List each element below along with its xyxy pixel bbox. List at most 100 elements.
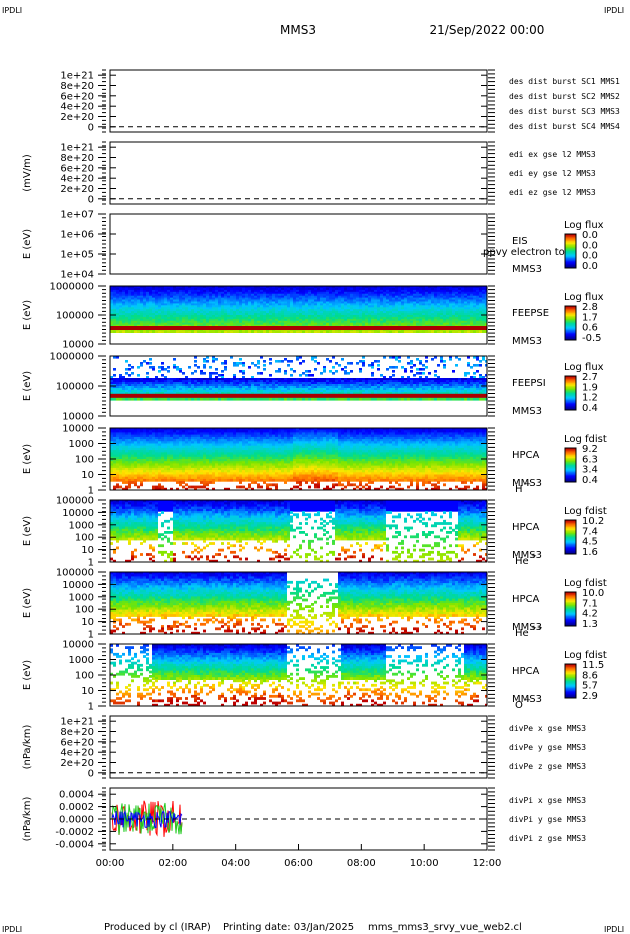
heatmap-cell (356, 388, 359, 391)
heatmap-cell (290, 297, 293, 301)
heatmap-cell (434, 297, 437, 301)
heatmap-cell (161, 362, 164, 365)
heatmap-cell (335, 380, 338, 383)
heatmap-cell (110, 287, 113, 291)
heatmap-cell (356, 303, 359, 306)
heatmap-cell (320, 311, 323, 314)
heatmap-cell (164, 384, 167, 387)
heatmap-cell (203, 313, 206, 316)
heatmap-cell (329, 398, 332, 401)
heatmap-cell (425, 324, 428, 328)
heatmap-cell (332, 311, 335, 314)
heatmap-cell (326, 393, 329, 398)
heatmap-cell (110, 301, 113, 304)
heatmap-cell (473, 307, 476, 310)
heatmap-cell (293, 322, 296, 326)
heatmap-cell (215, 303, 218, 306)
heatmap-cell (239, 322, 242, 326)
heatmap-cell (332, 398, 335, 401)
heatmap-cell (149, 390, 152, 393)
heatmap-cell (200, 286, 203, 289)
heatmap-cell (275, 380, 278, 383)
heatmap-cell (446, 313, 449, 316)
heatmap-cell (218, 297, 221, 301)
heatmap-cell (227, 386, 230, 389)
heatmap-cell (314, 384, 317, 387)
heatmap-cell (242, 372, 245, 375)
heatmap-cell (374, 286, 377, 289)
heatmap-cell (113, 384, 116, 387)
heatmap-cell (149, 362, 152, 365)
heatmap-cell (296, 330, 299, 333)
heatmap-cell (260, 324, 263, 328)
heatmap-cell (431, 297, 434, 301)
heatmap-cell (353, 295, 356, 299)
heatmap-cell (464, 295, 467, 299)
heatmap-cell (308, 393, 311, 398)
heatmap-cell (152, 388, 155, 391)
heatmap-cell (467, 315, 470, 318)
heatmap-cell (119, 384, 122, 387)
heatmap-cell (149, 303, 152, 306)
heatmap-cell (455, 289, 458, 293)
heatmap-cell (119, 324, 122, 328)
heatmap-cell (428, 398, 431, 401)
heatmap-cell (440, 299, 443, 302)
heatmap-cell (122, 307, 125, 310)
heatmap-cell (131, 307, 134, 310)
heatmap-cell (122, 305, 125, 308)
heatmap-cell (290, 307, 293, 310)
colorbar-step (565, 238, 576, 241)
heatmap-cell (188, 293, 191, 297)
heatmap-cell (422, 293, 425, 297)
heatmap-cell (245, 289, 248, 293)
heatmap-cell (476, 322, 479, 326)
heatmap-cell (299, 311, 302, 314)
heatmap-cell (218, 287, 221, 291)
heatmap-cell (170, 303, 173, 306)
heatmap-cell (395, 392, 398, 395)
heatmap-cell (116, 322, 119, 326)
colorbar-step (565, 325, 576, 328)
heatmap-cell (392, 316, 395, 320)
heatmap-cell (311, 358, 314, 361)
heatmap-cell (287, 324, 290, 328)
heatmap-cell (242, 326, 245, 330)
heatmap-cell (410, 315, 413, 318)
colorbar-step (565, 248, 576, 251)
heatmap-cell (410, 287, 413, 291)
heatmap-cell (266, 326, 269, 330)
heatmap-cell (134, 318, 137, 322)
heatmap-cell (455, 311, 458, 314)
heatmap-cell (425, 366, 428, 369)
heatmap-cell (119, 307, 122, 310)
heatmap-cell (281, 315, 284, 318)
heatmap-cell (152, 366, 155, 369)
heatmap-cell (428, 316, 431, 320)
heatmap-cell (191, 398, 194, 401)
heatmap-cell (140, 318, 143, 322)
heatmap-cell (266, 286, 269, 289)
heatmap-cell (224, 324, 227, 328)
heatmap-cell (404, 295, 407, 299)
heatmap-cell (194, 287, 197, 291)
heatmap-cell (431, 326, 434, 330)
heatmap-cell (167, 398, 170, 401)
heatmap-cell (419, 384, 422, 387)
heatmap-cell (389, 299, 392, 302)
heatmap-cell (482, 287, 485, 291)
heatmap-cell (296, 322, 299, 326)
heatmap-cell (233, 293, 236, 297)
heatmap-cell (149, 384, 152, 387)
heatmap-cell (338, 393, 341, 398)
heatmap-cell (278, 360, 281, 363)
heatmap-cell (383, 311, 386, 314)
heatmap-cell (413, 386, 416, 389)
heatmap-cell (272, 386, 275, 389)
heatmap-cell (290, 316, 293, 320)
heatmap-cell (152, 316, 155, 320)
heatmap-cell (410, 307, 413, 310)
heatmap-cell (431, 295, 434, 299)
heatmap-cell (260, 303, 263, 306)
heatmap-cell (185, 309, 188, 312)
